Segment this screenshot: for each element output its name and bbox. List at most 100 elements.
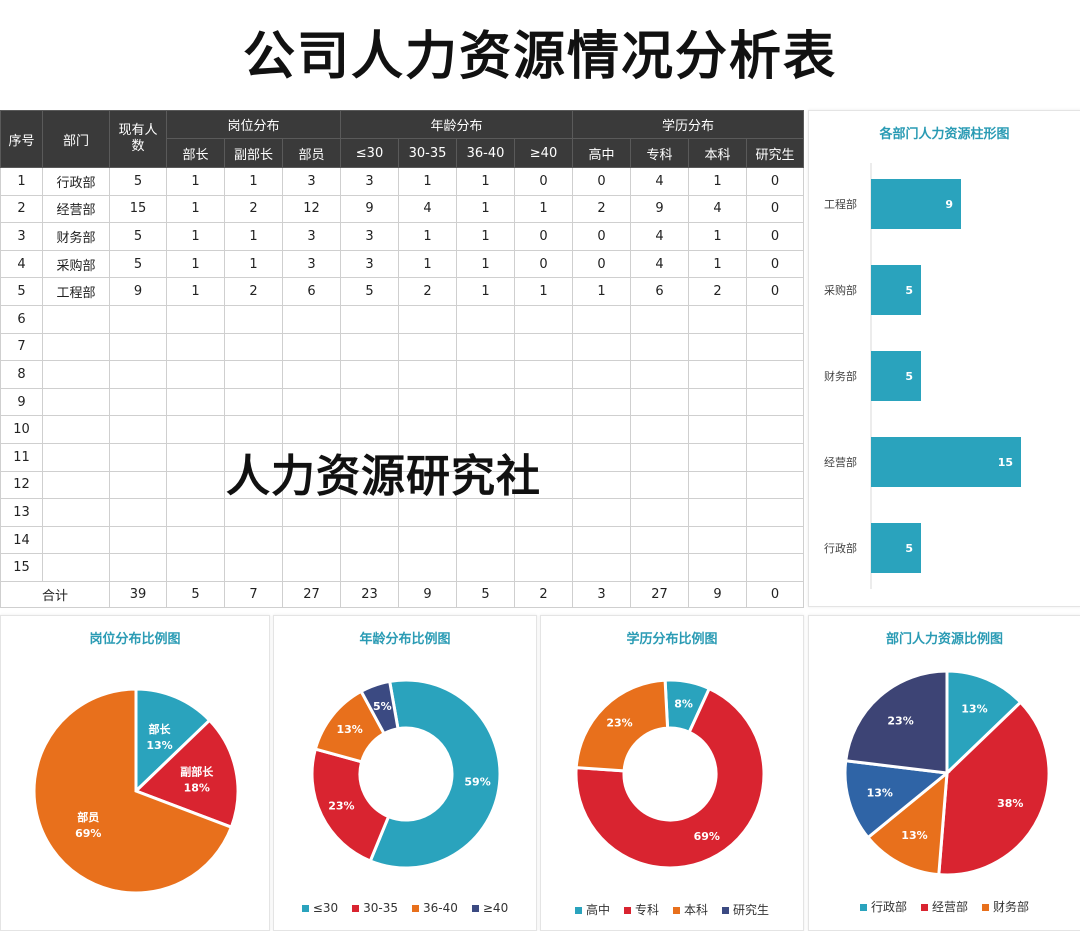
total-cell: 5 xyxy=(456,581,515,608)
table-cell xyxy=(166,498,225,527)
table-cell: 5 xyxy=(340,277,399,306)
table-cell xyxy=(513,304,574,334)
table-cell: 2 xyxy=(0,194,43,224)
table-cell xyxy=(166,332,225,362)
table-cell: 9 xyxy=(340,194,399,224)
bar-value-label: 5 xyxy=(905,370,913,383)
table-cell xyxy=(109,525,167,555)
table-cell: 1 xyxy=(224,167,283,196)
table-cell: 1 xyxy=(688,222,748,251)
table-cell xyxy=(456,387,515,417)
table-cell xyxy=(398,332,457,362)
table-cell xyxy=(688,525,748,555)
bar xyxy=(871,351,921,401)
table-cell xyxy=(282,332,341,362)
table-cell: 6 xyxy=(0,304,43,334)
total-cell: 9 xyxy=(688,581,748,608)
table-cell: 5 xyxy=(109,222,167,251)
legend-label: 研究生 xyxy=(733,903,770,917)
pie-slice xyxy=(574,686,766,870)
legend-swatch xyxy=(673,907,680,914)
table-cell xyxy=(166,553,225,582)
legend-item: 30-35 xyxy=(352,901,398,915)
table-cell: 0 xyxy=(572,222,632,251)
pie-percent-label: 23% xyxy=(887,715,913,728)
position-pie-panel: 岗位分布比例图 部长 13% 副部长 18% 部员 69% xyxy=(0,615,270,931)
table-cell xyxy=(224,498,283,527)
pie-percent-label: 13% xyxy=(336,723,362,736)
legend-item: 研究生 xyxy=(722,903,769,917)
table-cell xyxy=(513,442,574,472)
legend-swatch xyxy=(623,907,631,914)
legend-swatch xyxy=(412,905,419,912)
table-cell xyxy=(42,442,110,472)
table-cell xyxy=(166,415,225,444)
total-cell: 27 xyxy=(630,581,690,608)
position-pie-title: 岗位分布比例图 xyxy=(89,632,181,647)
table-cell xyxy=(630,304,690,334)
legend-label: 专科 xyxy=(634,903,659,917)
table-cell xyxy=(746,442,805,472)
table-cell: 3 xyxy=(282,167,341,196)
table-cell: 1 xyxy=(456,277,515,306)
total-cell: 39 xyxy=(109,581,167,608)
table-cell: 2 xyxy=(688,277,748,306)
pie-percent-label: 23% xyxy=(328,800,354,813)
table-cell xyxy=(42,525,110,555)
legend-item: 36-40 xyxy=(412,901,458,915)
table-cell: 15 xyxy=(109,194,167,224)
legend-swatch xyxy=(920,904,928,911)
table-cell xyxy=(398,553,457,582)
legend-swatch xyxy=(301,905,309,912)
table-cell xyxy=(282,553,341,582)
table-cell: 4 xyxy=(398,194,457,224)
table-cell xyxy=(109,470,167,500)
table-cell xyxy=(282,360,341,389)
table-cell: 2 xyxy=(224,194,283,224)
total-cell: 2 xyxy=(513,581,574,608)
table-cell xyxy=(630,415,690,444)
table-row: 2 经营部 15 1 2 12 9 4 1 1 2 9 4 0 xyxy=(0,194,805,224)
table-cell xyxy=(282,304,341,334)
bar-chart-title: 各部门人力资源柱形图 xyxy=(879,127,1010,142)
header-dept: 部门 xyxy=(42,110,110,168)
table-cell xyxy=(456,332,515,362)
table-cell xyxy=(513,387,574,417)
table-cell xyxy=(42,304,110,334)
table-cell: 财务部 xyxy=(42,222,110,251)
pie-slice-name: 部长 xyxy=(149,722,172,736)
table-cell xyxy=(224,360,283,389)
table-cell: 9 xyxy=(0,387,43,417)
table-cell: 1 xyxy=(166,249,225,279)
pie-slice xyxy=(32,687,234,895)
bar xyxy=(871,179,961,229)
table-cell xyxy=(340,553,399,582)
header-group-age: 年龄分布 xyxy=(339,110,574,139)
hr-data-table: 序号 部门 现有人数 岗位分布 年龄分布 学历分布 部长 副部长 部员 ≤30 30-3… xyxy=(0,110,805,608)
legend-label: 30-35 xyxy=(363,901,398,915)
table-cell xyxy=(398,525,457,555)
legend-swatch xyxy=(859,904,867,911)
dept-pie-chart: 13% 38% 13% 13% 23% xyxy=(843,669,1051,877)
table-cell xyxy=(340,360,399,389)
bar-category-label: 采购部 xyxy=(824,283,857,297)
table-cell xyxy=(513,360,574,389)
table-cell xyxy=(688,553,748,582)
table-cell: 0 xyxy=(746,277,805,306)
table-cell xyxy=(746,332,805,362)
table-cell xyxy=(746,470,805,500)
table-cell xyxy=(456,525,515,555)
pie-percent-label: 59% xyxy=(464,776,490,789)
table-cell xyxy=(513,415,574,444)
dept-legend: 行政部 经营部 财务部 xyxy=(809,898,1080,915)
legend-item: ≥40 xyxy=(471,901,508,915)
legend-swatch xyxy=(982,904,989,911)
table-cell: 1 xyxy=(456,194,515,224)
table-cell xyxy=(456,553,515,582)
table-cell xyxy=(746,360,805,389)
bar-category-label: 经营部 xyxy=(824,455,857,469)
table-cell xyxy=(630,498,690,527)
total-label: 合计 xyxy=(0,581,110,608)
legend-label: 36-40 xyxy=(423,901,458,915)
header-position-0: 部长 xyxy=(166,138,225,168)
